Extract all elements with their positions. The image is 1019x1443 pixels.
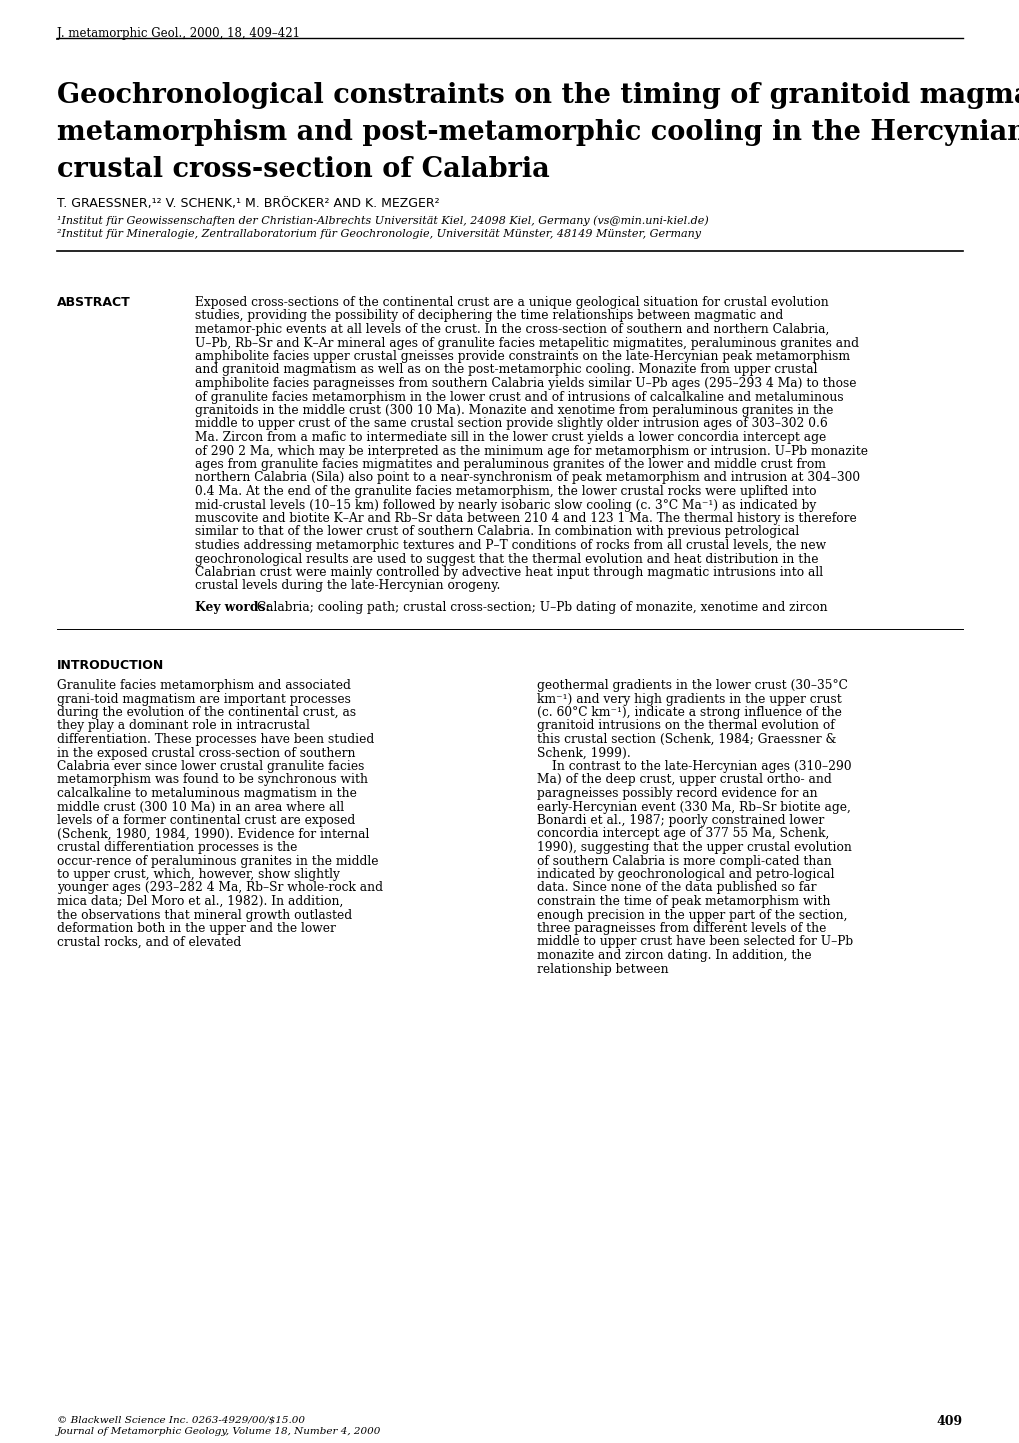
Text: indicated by geochronological and petro-logical: indicated by geochronological and petro-… <box>536 869 834 882</box>
Text: (Schenk, 1980, 1984, 1990). Evidence for internal: (Schenk, 1980, 1984, 1990). Evidence for… <box>57 827 369 840</box>
Text: km⁻¹) and very high gradients in the upper crust: km⁻¹) and very high gradients in the upp… <box>536 693 841 706</box>
Text: crustal levels during the late-Hercynian orogeny.: crustal levels during the late-Hercynian… <box>195 580 500 593</box>
Text: of southern Calabria is more compli-cated than: of southern Calabria is more compli-cate… <box>536 854 830 867</box>
Text: Ma. Zircon from a mafic to intermediate sill in the lower crust yields a lower c: Ma. Zircon from a mafic to intermediate … <box>195 431 825 444</box>
Text: studies addressing metamorphic textures and P–T conditions of rocks from all cru: studies addressing metamorphic textures … <box>195 540 825 553</box>
Text: Calabria; cooling path; crustal cross-section; U–Pb dating of monazite, xenotime: Calabria; cooling path; crustal cross-se… <box>253 600 826 615</box>
Text: ABSTRACT: ABSTRACT <box>57 296 130 309</box>
Text: early-Hercynian event (330 Ma, Rb–Sr biotite age,: early-Hercynian event (330 Ma, Rb–Sr bio… <box>536 801 850 814</box>
Text: calcalkaline to metaluminous magmatism in the: calcalkaline to metaluminous magmatism i… <box>57 786 357 799</box>
Text: studies, providing the possibility of deciphering the time relationships between: studies, providing the possibility of de… <box>195 309 783 322</box>
Text: concordia intercept age of 377 55 Ma, Schenk,: concordia intercept age of 377 55 Ma, Sc… <box>536 827 828 840</box>
Text: they play a dominant role in intracrustal: they play a dominant role in intracrusta… <box>57 720 310 733</box>
Text: amphibolite facies paragneisses from southern Calabria yields similar U–Pb ages : amphibolite facies paragneisses from sou… <box>195 377 856 390</box>
Text: of 290 2 Ma, which may be interpreted as the minimum age for metamorphism or int: of 290 2 Ma, which may be interpreted as… <box>195 444 867 457</box>
Text: younger ages (293–282 4 Ma, Rb–Sr whole-rock and: younger ages (293–282 4 Ma, Rb–Sr whole-… <box>57 882 382 895</box>
Text: crustal rocks, and of elevated: crustal rocks, and of elevated <box>57 935 242 948</box>
Text: 1990), suggesting that the upper crustal evolution: 1990), suggesting that the upper crustal… <box>536 841 851 854</box>
Text: 409: 409 <box>936 1416 962 1429</box>
Text: geochronological results are used to suggest that the thermal evolution and heat: geochronological results are used to sug… <box>195 553 817 566</box>
Text: constrain the time of peak metamorphism with: constrain the time of peak metamorphism … <box>536 895 829 908</box>
Text: 0.4 Ma. At the end of the granulite facies metamorphism, the lower crustal rocks: 0.4 Ma. At the end of the granulite faci… <box>195 485 815 498</box>
Text: and granitoid magmatism as well as on the post-metamorphic cooling. Monazite fro: and granitoid magmatism as well as on th… <box>195 364 816 377</box>
Text: enough precision in the upper part of the section,: enough precision in the upper part of th… <box>536 909 847 922</box>
Text: middle to upper crust of the same crustal section provide slightly older intrusi: middle to upper crust of the same crusta… <box>195 417 827 430</box>
Text: middle crust (300 10 Ma) in an area where all: middle crust (300 10 Ma) in an area wher… <box>57 801 343 814</box>
Text: ¹Institut für Geowissenschaften der Christian-Albrechts Universität Kiel, 24098 : ¹Institut für Geowissenschaften der Chri… <box>57 215 708 225</box>
Text: ages from granulite facies migmatites and peraluminous granites of the lower and: ages from granulite facies migmatites an… <box>195 457 825 470</box>
Text: T. GRAESSNER,¹² V. SCHENK,¹ M. BRÖCKER² AND K. MEZGER²: T. GRAESSNER,¹² V. SCHENK,¹ M. BRÖCKER² … <box>57 198 439 211</box>
Text: Calabria ever since lower crustal granulite facies: Calabria ever since lower crustal granul… <box>57 760 364 773</box>
Text: Journal of Metamorphic Geology, Volume 18, Number 4, 2000: Journal of Metamorphic Geology, Volume 1… <box>57 1427 381 1436</box>
Text: Bonardi et al., 1987; poorly constrained lower: Bonardi et al., 1987; poorly constrained… <box>536 814 823 827</box>
Text: granitoids in the middle crust (300 10 Ma). Monazite and xenotime from peralumin: granitoids in the middle crust (300 10 M… <box>195 404 833 417</box>
Text: of granulite facies metamorphism in the lower crust and of intrusions of calcalk: of granulite facies metamorphism in the … <box>195 391 843 404</box>
Text: data. Since none of the data published so far: data. Since none of the data published s… <box>536 882 815 895</box>
Text: Geochronological constraints on the timing of granitoid magmatism,: Geochronological constraints on the timi… <box>57 82 1019 110</box>
Text: Calabrian crust were mainly controlled by advective heat input through magmatic : Calabrian crust were mainly controlled b… <box>195 566 822 579</box>
Text: metamorphism and post-metamorphic cooling in the Hercynian: metamorphism and post-metamorphic coolin… <box>57 118 1019 146</box>
Text: relationship between: relationship between <box>536 962 668 975</box>
Text: three paragneisses from different levels of the: three paragneisses from different levels… <box>536 922 825 935</box>
Text: (c. 60°C km⁻¹), indicate a strong influence of the: (c. 60°C km⁻¹), indicate a strong influe… <box>536 706 841 719</box>
Text: J. metamorphic Geol., 2000, 18, 409–421: J. metamorphic Geol., 2000, 18, 409–421 <box>57 27 300 40</box>
Text: to upper crust, which, however, show slightly: to upper crust, which, however, show sli… <box>57 869 339 882</box>
Text: in the exposed crustal cross-section of southern: in the exposed crustal cross-section of … <box>57 746 356 759</box>
Text: metamorphism was found to be synchronous with: metamorphism was found to be synchronous… <box>57 773 368 786</box>
Text: geothermal gradients in the lower crust (30–35°C: geothermal gradients in the lower crust … <box>536 680 847 693</box>
Text: INTRODUCTION: INTRODUCTION <box>57 659 164 672</box>
Text: monazite and zircon dating. In addition, the: monazite and zircon dating. In addition,… <box>536 949 811 962</box>
Text: Exposed cross-sections of the continental crust are a unique geological situatio: Exposed cross-sections of the continenta… <box>195 296 828 309</box>
Text: mica data; Del Moro et al., 1982). In addition,: mica data; Del Moro et al., 1982). In ad… <box>57 895 343 908</box>
Text: Schenk, 1999).: Schenk, 1999). <box>536 746 630 759</box>
Text: similar to that of the lower crust of southern Calabria. In combination with pre: similar to that of the lower crust of so… <box>195 525 799 538</box>
Text: the observations that mineral growth outlasted: the observations that mineral growth out… <box>57 909 352 922</box>
Text: ²Institut für Mineralogie, Zentrallaboratorium für Geochronologie, Universität M: ²Institut für Mineralogie, Zentrallabora… <box>57 229 700 240</box>
Text: granitoid intrusions on the thermal evolution of: granitoid intrusions on the thermal evol… <box>536 720 834 733</box>
Text: levels of a former continental crust are exposed: levels of a former continental crust are… <box>57 814 355 827</box>
Text: U–Pb, Rb–Sr and K–Ar mineral ages of granulite facies metapelitic migmatites, pe: U–Pb, Rb–Sr and K–Ar mineral ages of gra… <box>195 336 858 349</box>
Text: differentiation. These processes have been studied: differentiation. These processes have be… <box>57 733 374 746</box>
Text: crustal cross-section of Calabria: crustal cross-section of Calabria <box>57 156 549 183</box>
Text: this crustal section (Schenk, 1984; Graessner &: this crustal section (Schenk, 1984; Grae… <box>536 733 836 746</box>
Text: metamor-phic events at all levels of the crust. In the cross-section of southern: metamor-phic events at all levels of the… <box>195 323 828 336</box>
Text: during the evolution of the continental crust, as: during the evolution of the continental … <box>57 706 356 719</box>
Text: Key words:: Key words: <box>195 600 270 615</box>
Text: muscovite and biotite K–Ar and Rb–Sr data between 210 4 and 123 1 Ma. The therma: muscovite and biotite K–Ar and Rb–Sr dat… <box>195 512 856 525</box>
Text: mid-crustal levels (10–15 km) followed by nearly isobaric slow cooling (c. 3°C M: mid-crustal levels (10–15 km) followed b… <box>195 498 815 511</box>
Text: northern Calabria (Sila) also point to a near-synchronism of peak metamorphism a: northern Calabria (Sila) also point to a… <box>195 472 859 485</box>
Text: paragneisses possibly record evidence for an: paragneisses possibly record evidence fo… <box>536 786 817 799</box>
Text: middle to upper crust have been selected for U–Pb: middle to upper crust have been selected… <box>536 935 852 948</box>
Text: crustal differentiation processes is the: crustal differentiation processes is the <box>57 841 298 854</box>
Text: amphibolite facies upper crustal gneisses provide constraints on the late-Hercyn: amphibolite facies upper crustal gneisse… <box>195 351 849 364</box>
Text: Ma) of the deep crust, upper crustal ortho- and: Ma) of the deep crust, upper crustal ort… <box>536 773 830 786</box>
Text: In contrast to the late-Hercynian ages (310–290: In contrast to the late-Hercynian ages (… <box>551 760 851 773</box>
Text: grani-toid magmatism are important processes: grani-toid magmatism are important proce… <box>57 693 351 706</box>
Text: © Blackwell Science Inc. 0263-4929/00/$15.00: © Blackwell Science Inc. 0263-4929/00/$1… <box>57 1416 305 1424</box>
Text: Granulite facies metamorphism and associated: Granulite facies metamorphism and associ… <box>57 680 351 693</box>
Text: deformation both in the upper and the lower: deformation both in the upper and the lo… <box>57 922 335 935</box>
Text: occur-rence of peraluminous granites in the middle: occur-rence of peraluminous granites in … <box>57 854 378 867</box>
